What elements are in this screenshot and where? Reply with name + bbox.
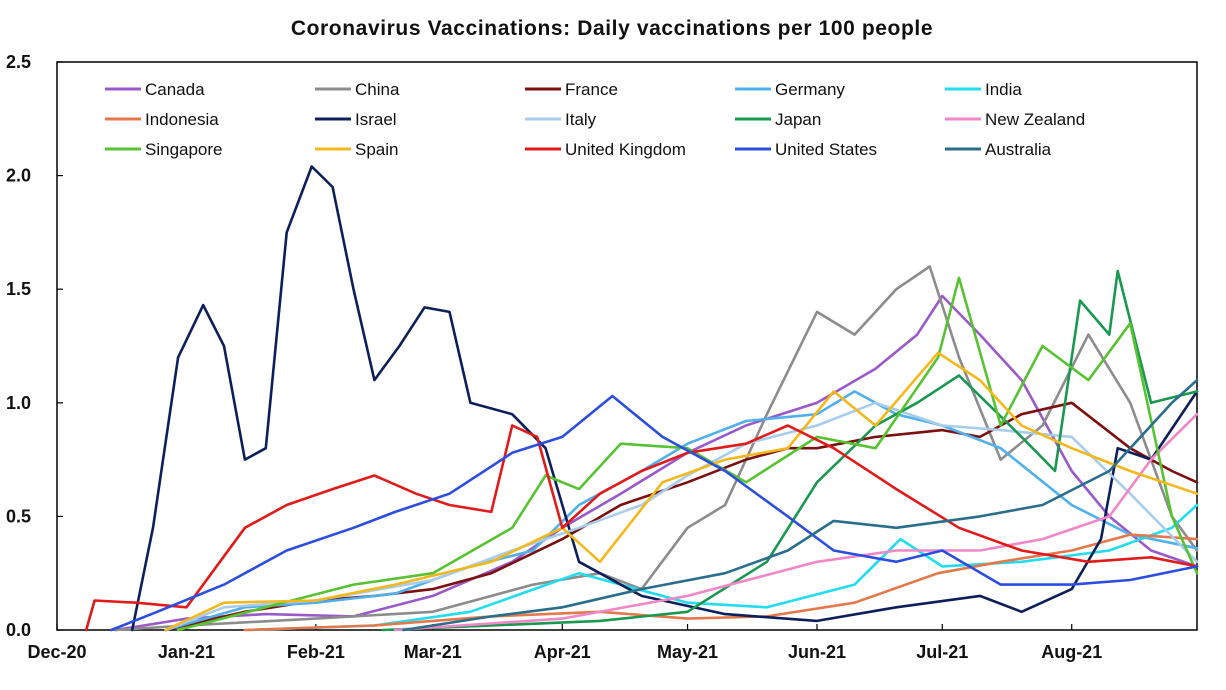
x-axis: Dec-20 Jan-21 Feb-21 Mar-21 Apr-21 May-21 Jun-…	[27, 624, 1102, 662]
legend-label: Australia	[985, 140, 1052, 159]
legend-label: Spain	[355, 140, 398, 159]
x-tick-label: May-21	[657, 642, 718, 662]
y-tick-label: 2.0	[6, 166, 31, 186]
legend-label: Japan	[775, 110, 821, 129]
series-line-china	[114, 265, 1199, 632]
legend-label: Italy	[565, 110, 597, 129]
legend-label: China	[355, 80, 400, 99]
legend-label: France	[565, 80, 618, 99]
legend-label: India	[985, 80, 1022, 99]
legend-label: Israel	[355, 110, 397, 129]
x-tick-label: Jan-21	[158, 642, 215, 662]
series-line-indonesia	[243, 533, 1199, 632]
series-layer	[84, 165, 1199, 632]
legend-label: Singapore	[145, 140, 223, 159]
y-tick-label: 1.0	[6, 393, 31, 413]
x-tick-label: Mar-21	[404, 642, 462, 662]
x-tick-label: Dec-20	[27, 642, 86, 662]
series-line-canada	[114, 294, 1199, 632]
series-line-japan	[381, 269, 1199, 632]
legend-label: Indonesia	[145, 110, 219, 129]
x-tick-label: Aug-21	[1041, 642, 1102, 662]
plot-area	[56, 61, 1198, 631]
x-tick-label: Jul-21	[916, 642, 968, 662]
legend-label: Canada	[145, 80, 205, 99]
series-line-spain	[164, 351, 1199, 632]
series-line-israel	[130, 165, 1199, 632]
legend-label: United States	[775, 140, 877, 159]
y-tick-label: 1.5	[6, 279, 31, 299]
y-axis: 0.0 0.5 1.0 1.5 2.0 2.5	[6, 52, 63, 640]
x-tick-label: Apr-21	[534, 642, 591, 662]
legend-label: Germany	[775, 80, 845, 99]
chart-title: Coronavirus Vaccinations: Daily vaccinat…	[291, 17, 933, 40]
y-tick-label: 2.5	[6, 52, 31, 72]
x-tick-label: Feb-21	[287, 642, 345, 662]
legend: Canada China France Germany India Indonesia Is…	[105, 80, 1085, 159]
y-tick-label: 0.0	[6, 620, 31, 640]
series-line-singapore	[176, 276, 1199, 632]
legend-label: United Kingdom	[565, 140, 686, 159]
legend-label: New Zealand	[985, 110, 1085, 129]
x-tick-label: Jun-21	[788, 642, 846, 662]
series-line-australia	[402, 378, 1199, 632]
series-line-germany	[164, 390, 1199, 632]
series-line-united-states	[110, 394, 1199, 632]
y-tick-label: 0.5	[6, 506, 31, 526]
